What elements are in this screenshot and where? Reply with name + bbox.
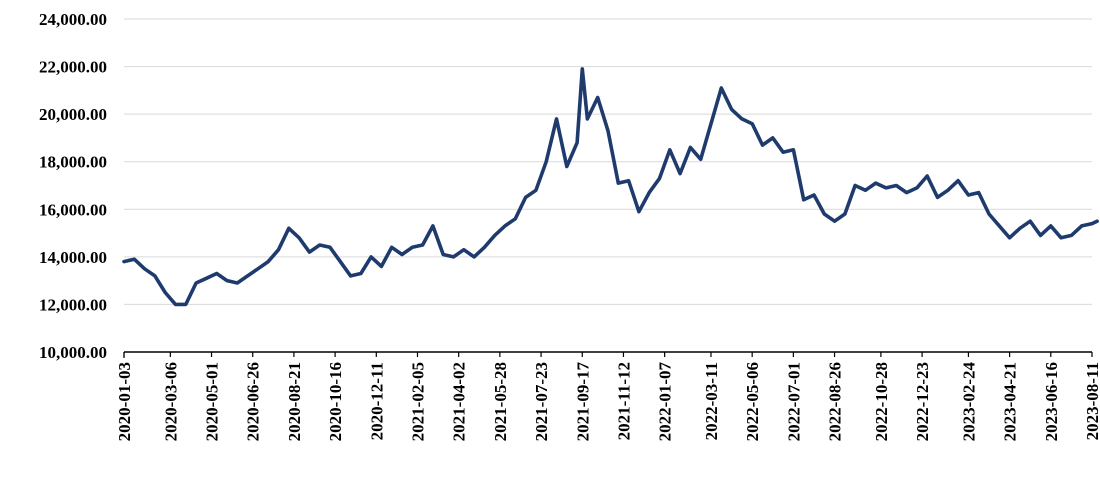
series-layer — [122, 67, 1099, 307]
y-tick-label: 20,000.00 — [39, 105, 107, 124]
x-tick-label: 2021-05-28 — [491, 362, 510, 441]
x-tick-label: 2021-02-05 — [408, 362, 427, 441]
gridlines — [124, 18, 1092, 305]
y-tick-label: 12,000.00 — [39, 295, 107, 314]
y-tick-label: 14,000.00 — [39, 248, 107, 267]
y-tick-label: 18,000.00 — [39, 153, 107, 172]
x-tick-label: 2022-07-01 — [784, 362, 803, 441]
x-tick-label: 2022-05-06 — [743, 362, 762, 441]
x-tick-label: 2022-01-07 — [656, 362, 675, 442]
x-tick-label: 2023-04-21 — [1001, 362, 1020, 441]
y-tick-label: 16,000.00 — [39, 200, 107, 219]
axes — [123, 351, 1093, 358]
x-tick-label: 2021-07-23 — [532, 362, 551, 441]
x-tick-label: 2020-08-21 — [285, 362, 304, 441]
x-tick-label: 2020-06-26 — [244, 362, 263, 441]
x-tick-label: 2020-05-01 — [203, 362, 222, 441]
x-tick-label: 2022-12-23 — [913, 362, 932, 441]
x-tick-label: 2023-02-24 — [959, 362, 978, 442]
y-tick-label: 10,000.00 — [39, 343, 107, 362]
x-tick-label: 2023-08-11 — [1083, 362, 1100, 440]
x-tick-label: 2022-03-11 — [702, 362, 721, 440]
x-tick-label: 2021-11-12 — [614, 362, 633, 440]
x-tick-label: 2020-03-06 — [161, 362, 180, 441]
x-tick-label: 2021-04-02 — [450, 362, 469, 441]
x-tick-label: 2022-08-26 — [826, 362, 845, 441]
x-tick-label: 2020-12-11 — [367, 362, 386, 440]
y-tick-label: 22,000.00 — [39, 58, 107, 77]
series-line — [122, 67, 1099, 307]
y-tick-label: 24,000.00 — [39, 10, 107, 29]
x-tick-label: 2020-10-16 — [326, 362, 345, 441]
y-axis-tick-labels: 10,000.00 12,000.00 14,000.00 16,000.00 18,0… — [39, 10, 107, 362]
x-tick-label: 2023-06-16 — [1042, 362, 1061, 441]
x-tick-label: 2021-09-17 — [573, 362, 592, 442]
x-tick-label: 2022-10-28 — [872, 362, 891, 441]
x-axis-tick-labels: 2020-01-03 2020-03-06 2020-05-01 2020-06-26… — [115, 362, 1100, 442]
x-tick-label: 2020-01-03 — [115, 362, 134, 441]
